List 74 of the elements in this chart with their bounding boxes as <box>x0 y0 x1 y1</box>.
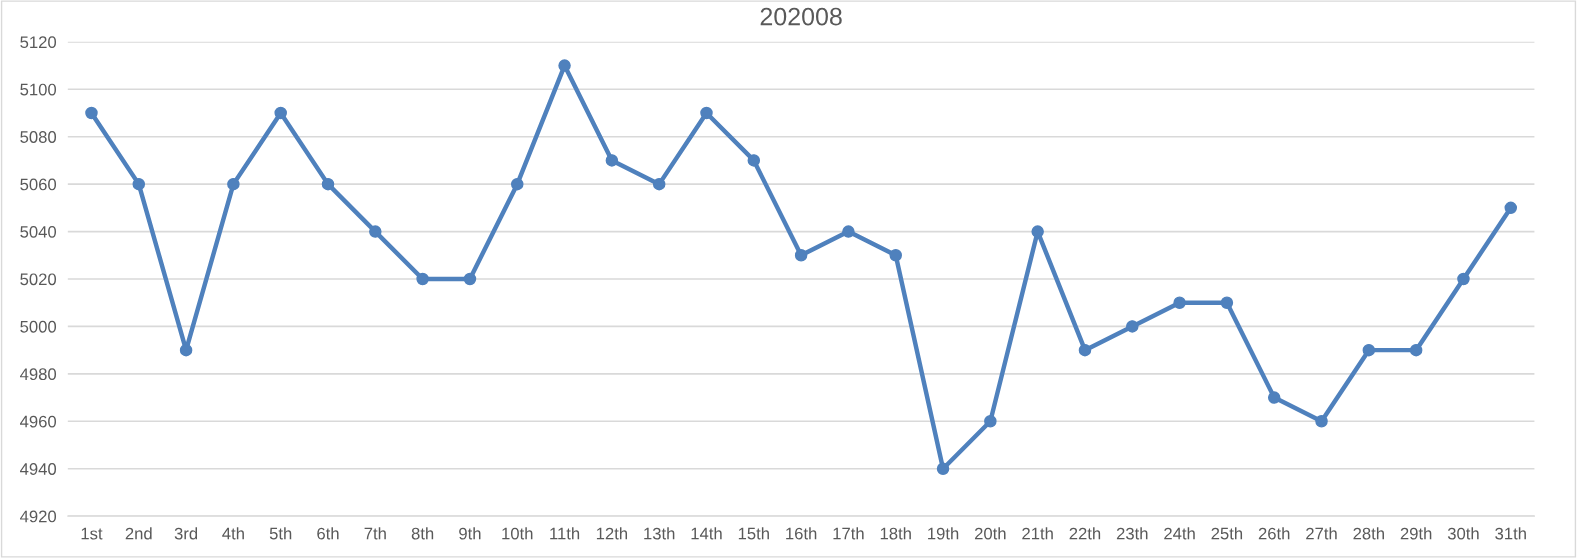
point <box>132 177 146 191</box>
point <box>1267 391 1281 404</box>
point <box>1173 296 1186 309</box>
x-tick-label: 21th <box>1022 527 1053 540</box>
point <box>605 154 619 167</box>
point <box>1457 272 1470 286</box>
point <box>274 106 287 120</box>
point <box>1504 201 1518 215</box>
x-tick-label: 28th <box>1353 527 1384 540</box>
point <box>889 249 902 262</box>
x-tick-label: 18th <box>880 527 911 540</box>
point <box>321 177 335 191</box>
x-tick-label: 29th <box>1400 527 1432 540</box>
point <box>416 272 429 286</box>
x-tick-label: 12th <box>596 527 628 540</box>
x-tick-label: 7th <box>364 527 386 540</box>
point <box>936 462 950 475</box>
y-tick-label: 5040 <box>20 225 57 238</box>
x-tick-label: 20th <box>974 527 1006 540</box>
y-tick-label: 5080 <box>20 131 57 143</box>
x-tick-label: 4th <box>222 527 244 540</box>
x-tick-label: 9th <box>459 527 481 540</box>
point <box>558 59 571 72</box>
point <box>842 225 855 238</box>
x-tick-label: 14th <box>691 527 722 540</box>
point <box>85 106 98 120</box>
x-tick-label: 10th <box>502 527 533 540</box>
chart-title: 202008 <box>760 7 842 26</box>
y-tick-label: 5120 <box>20 36 57 49</box>
x-tick-label: 8th <box>411 527 434 540</box>
y-tick-label: 4960 <box>20 415 57 428</box>
x-tick-label: 3rd <box>174 527 198 540</box>
point <box>700 106 713 120</box>
x-tick-label: 25th <box>1211 527 1243 540</box>
point <box>794 249 808 262</box>
x-tick-label: 13th <box>644 527 675 540</box>
x-tick-label: 5th <box>269 527 292 540</box>
point <box>1315 415 1328 428</box>
x-tick-label: 23th <box>1116 527 1148 540</box>
y-tick-label: 4980 <box>20 368 57 381</box>
point <box>652 177 666 191</box>
x-tick-label: 24th <box>1164 527 1195 540</box>
x-tick-label: 26th <box>1258 527 1290 540</box>
x-tick-label: 19th <box>928 527 959 540</box>
y-tick-label: 5100 <box>20 83 57 96</box>
point <box>369 225 382 238</box>
y-tick-label: 5060 <box>20 178 57 191</box>
x-tick-label: 6th <box>317 527 339 540</box>
point <box>511 177 524 191</box>
x-tick-label: 17th <box>833 527 864 540</box>
point <box>1031 225 1044 238</box>
point <box>1220 296 1234 309</box>
x-tick-label: 30th <box>1447 527 1479 540</box>
point <box>227 177 240 191</box>
point <box>1409 343 1423 357</box>
y-tick-label: 4920 <box>20 510 57 523</box>
x-tick-label: 11th <box>550 527 580 540</box>
x-tick-label: 22th <box>1069 527 1101 540</box>
point <box>1362 343 1376 357</box>
y-tick-label: 5020 <box>20 273 57 286</box>
x-tick-label: 31th <box>1495 527 1526 540</box>
x-tick-label: 15th <box>738 527 769 540</box>
point <box>984 415 997 428</box>
point <box>1078 343 1092 357</box>
x-tick-label: 2nd <box>125 527 152 540</box>
point <box>463 272 477 286</box>
y-tick-label: 4940 <box>20 463 57 475</box>
point <box>179 343 193 357</box>
x-tick-label: 27th <box>1306 527 1337 540</box>
y-tick-label: 5000 <box>20 320 57 333</box>
x-tick-label: 16th <box>786 527 817 540</box>
x-tick-label: 1st <box>81 527 103 540</box>
point <box>1126 320 1139 333</box>
point <box>747 154 761 167</box>
